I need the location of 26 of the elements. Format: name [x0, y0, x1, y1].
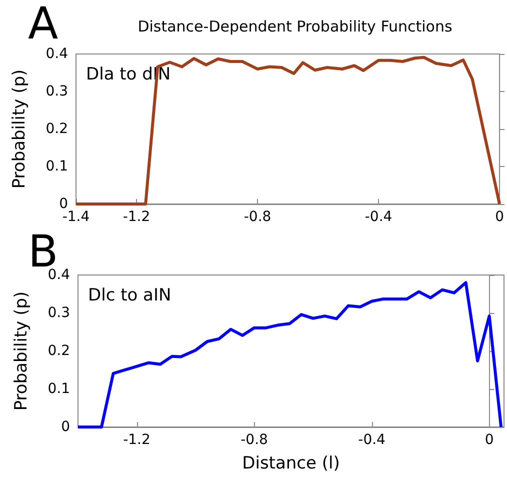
- y-tick-label: 0.1: [48, 381, 70, 397]
- x-tick-label: -1.2: [122, 209, 150, 225]
- y-axis-title: Probability (p): [10, 69, 30, 189]
- x-tick-label: -1.4: [62, 209, 90, 225]
- annotation: Dlc to aIN: [88, 286, 172, 306]
- chart-title: Distance-Dependent Probability Functions: [138, 18, 452, 36]
- line-series: [76, 281, 503, 428]
- y-tick-label: 0.3: [48, 305, 70, 321]
- x-tick-label: -0.8: [240, 432, 268, 448]
- y-tick-label: 0.4: [48, 267, 70, 283]
- y-tick-label: 0.4: [46, 46, 68, 62]
- x-tick-label: -0.4: [364, 209, 392, 225]
- x-tick-label: -1.2: [123, 432, 150, 448]
- x-tick-label: -0.8: [244, 209, 272, 225]
- x-tick-label: 0: [484, 432, 494, 448]
- y-tick-label: 0: [61, 419, 70, 435]
- y-tick-label: 0.2: [48, 343, 70, 359]
- y-tick-label: 0.1: [46, 158, 68, 174]
- y-axis-title: Probability (p): [12, 291, 32, 411]
- line-series: [74, 56, 502, 206]
- x-axis-title: Distance (l): [242, 454, 340, 474]
- x-tick-label: -0.4: [358, 432, 386, 448]
- y-tick-label: 0: [59, 196, 68, 212]
- y-tick-label: 0.3: [46, 84, 68, 100]
- y-tick-label: 0.2: [46, 121, 68, 137]
- x-tick-label: 0: [495, 209, 504, 225]
